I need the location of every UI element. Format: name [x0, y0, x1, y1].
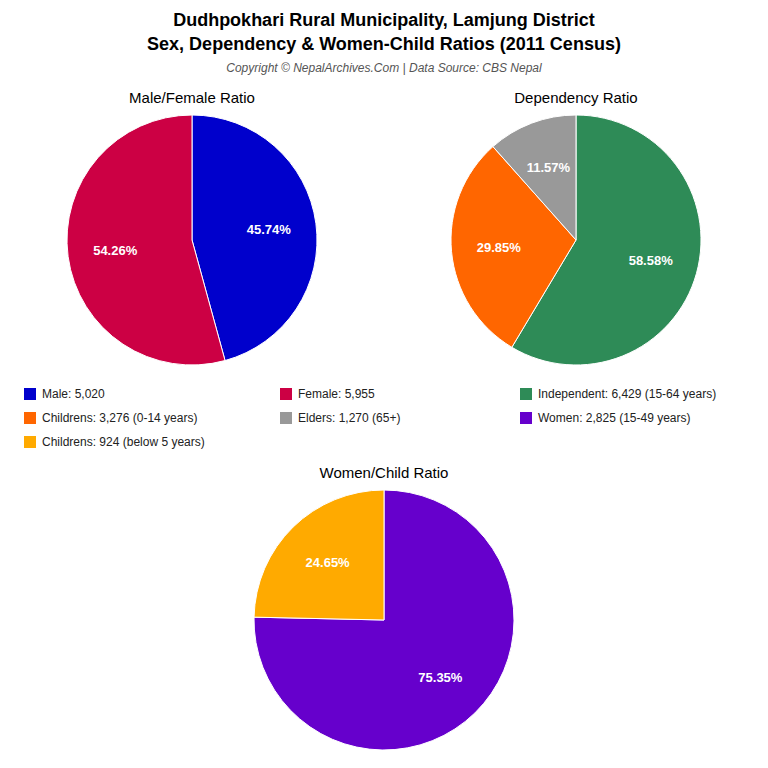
- legend-label: Childrens: 3,276 (0-14 years): [42, 411, 197, 425]
- data-label: 54.26%: [93, 243, 138, 258]
- pie-slice: [254, 490, 384, 620]
- data-label: 58.58%: [629, 253, 674, 268]
- pie-title: Male/Female Ratio: [129, 89, 255, 106]
- legend-label: Female: 5,955: [298, 387, 375, 401]
- pie-title: Dependency Ratio: [514, 89, 637, 106]
- legend-entry: Childrens: 924 (below 5 years): [24, 435, 205, 449]
- pie-slice: [254, 490, 514, 750]
- legend: Male: 5,020 Female: 5,955 Independent: 6,4…: [24, 387, 716, 449]
- legend-entry: Childrens: 3,276 (0-14 years): [24, 411, 197, 425]
- legend-label: Male: 5,020: [42, 387, 105, 401]
- data-label: 11.57%: [527, 160, 571, 175]
- legend-label: Childrens: 924 (below 5 years): [42, 435, 205, 449]
- subtitle: Sex, Dependency & Women-Child Ratios (20…: [147, 34, 621, 54]
- pie-chart: 58.58% 29.85% 11.57%: [451, 115, 701, 365]
- legend-swatch: [280, 412, 292, 424]
- data-label: 75.35%: [418, 670, 463, 685]
- legend-entry: Independent: 6,429 (15-64 years): [520, 387, 716, 401]
- legend-swatch: [280, 388, 292, 400]
- annotation: Copyright © NepalArchives.Com | Data Sou…: [226, 61, 542, 75]
- legend-entry: Elders: 1,270 (65+): [280, 411, 400, 425]
- legend-swatch: [520, 412, 532, 424]
- legend-entry: Female: 5,955: [280, 387, 375, 401]
- legend-swatch: [520, 388, 532, 400]
- pie-chart: 45.74% 54.26%: [67, 115, 317, 365]
- legend-label: Elders: 1,270 (65+): [298, 411, 400, 425]
- pie-slice: [493, 115, 576, 240]
- data-label: 24.65%: [306, 555, 351, 570]
- legend-entry: Women: 2,825 (15-49 years): [520, 411, 691, 425]
- legend-label: Independent: 6,429 (15-64 years): [538, 387, 716, 401]
- pie-slice: [67, 115, 225, 365]
- data-label: 45.74%: [247, 222, 292, 237]
- data-label: 29.85%: [477, 240, 522, 255]
- legend-entry: Male: 5,020: [24, 387, 105, 401]
- pie-chart: 75.35% 24.65%: [254, 490, 514, 750]
- pie-title: Women/Child Ratio: [320, 464, 449, 481]
- legend-swatch: [24, 412, 36, 424]
- legend-swatch: [24, 436, 36, 448]
- title: Dudhpokhari Rural Municipality, Lamjung …: [173, 10, 595, 30]
- legend-label: Women: 2,825 (15-49 years): [538, 411, 691, 425]
- chart-root: Dudhpokhari Rural Municipality, Lamjung …: [0, 0, 768, 768]
- legend-swatch: [24, 388, 36, 400]
